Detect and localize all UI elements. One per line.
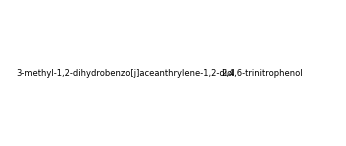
Text: 3-methyl-1,2-dihydrobenzo[j]aceanthrylene-1,2-diol: 3-methyl-1,2-dihydrobenzo[j]aceanthrylen…	[16, 68, 235, 78]
Text: 2,4,6-trinitrophenol: 2,4,6-trinitrophenol	[222, 68, 303, 78]
